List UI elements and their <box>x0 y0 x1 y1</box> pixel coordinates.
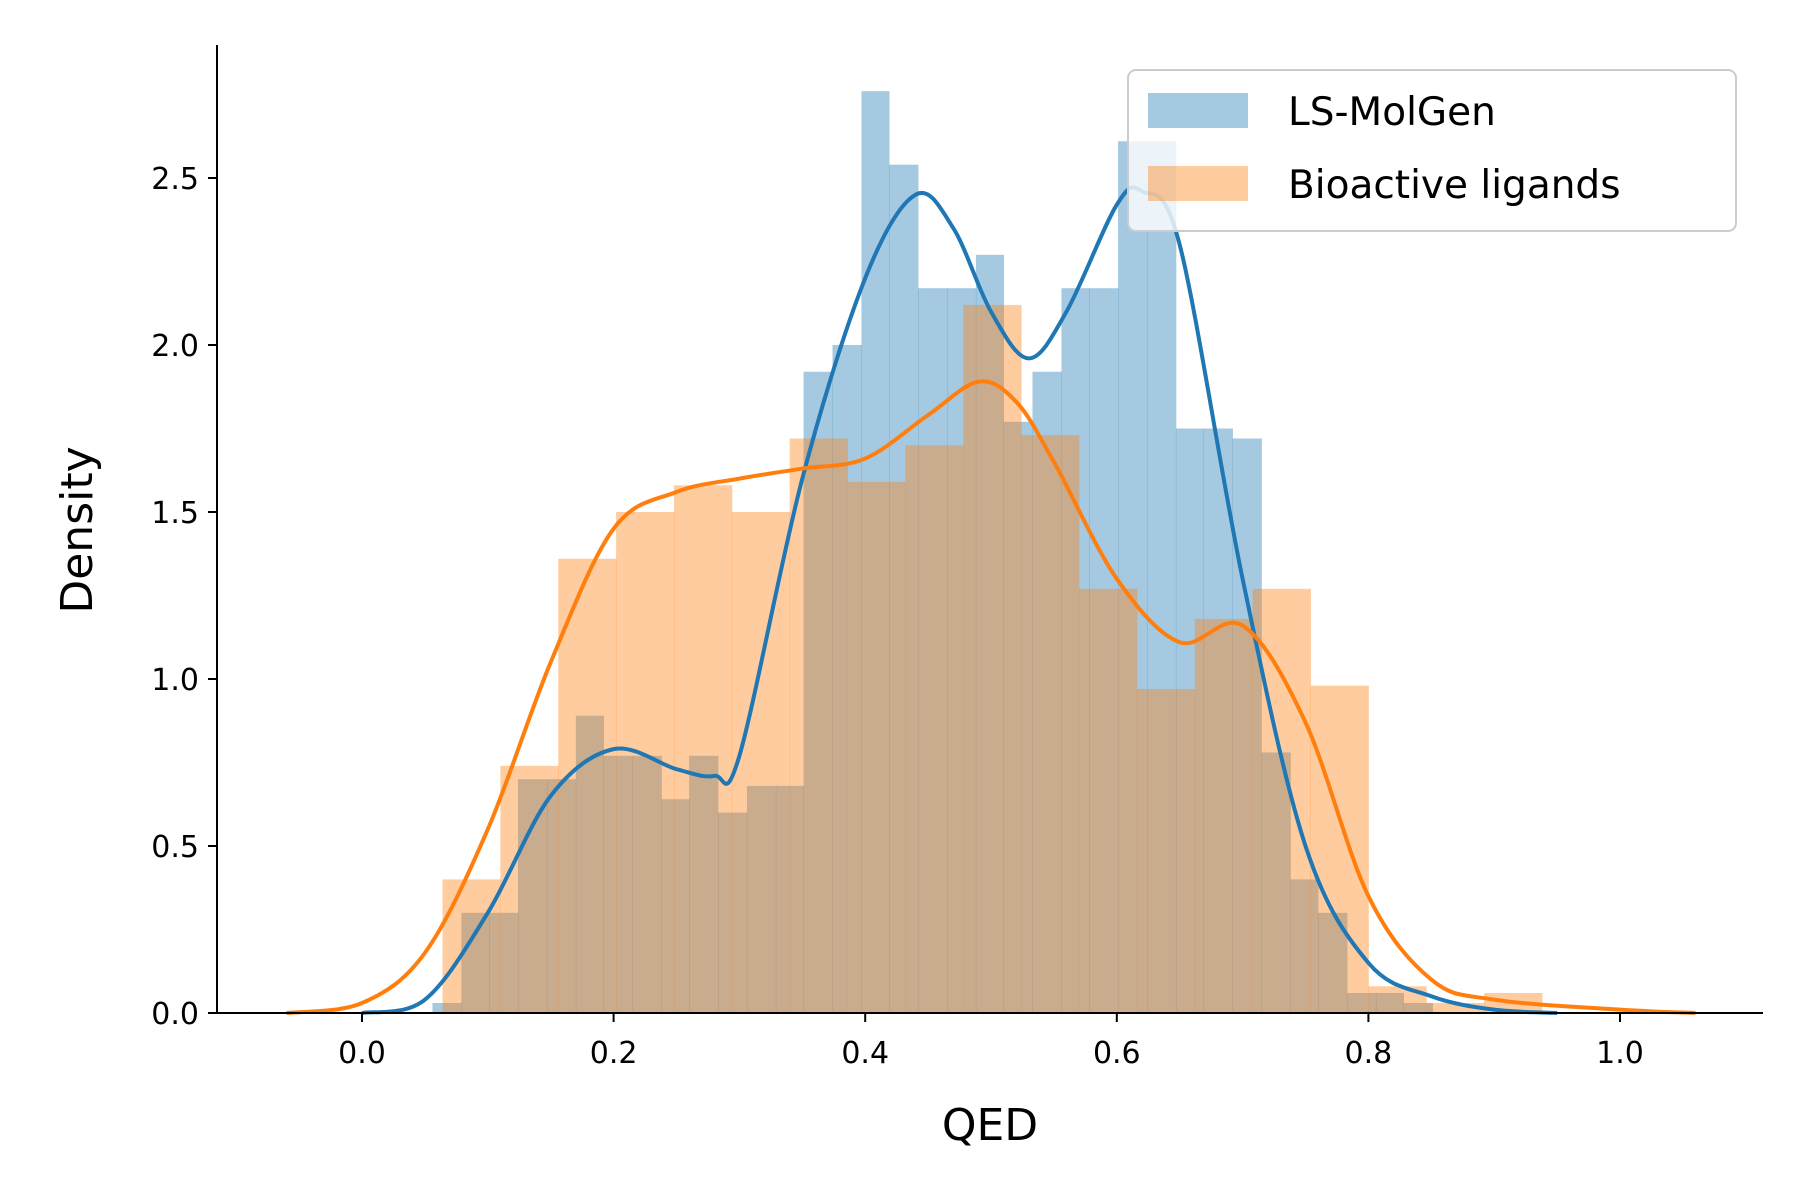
bar-ls-molgen-14 <box>832 345 862 1013</box>
bar-bioactive-ligands-15 <box>1310 685 1369 1013</box>
kde-curves <box>286 185 1696 1015</box>
bar-ls-molgen-0 <box>432 1002 462 1013</box>
y-tick-label: 1.5 <box>151 496 199 531</box>
bar-ls-molgen-10 <box>718 812 748 1013</box>
legend: LS-MolGen Bioactive ligands <box>1127 69 1737 232</box>
y-axis-label: Density <box>52 446 103 613</box>
bar-ls-molgen-7 <box>632 755 662 1013</box>
bar-bioactive-ligands-9 <box>963 304 1022 1013</box>
bar-ls-molgen-4 <box>546 779 577 1013</box>
bar-ls-molgen-21 <box>1032 371 1062 1014</box>
bar-ls-molgen-34 <box>1403 1002 1433 1013</box>
bar-ls-molgen-25 <box>1146 141 1177 1013</box>
bar-ls-molgen-18 <box>946 288 977 1014</box>
bar-ls-molgen-9 <box>689 755 719 1013</box>
x-axis-label: QED <box>942 1100 1038 1151</box>
y-tick-label: 0.5 <box>151 830 199 865</box>
bar-bioactive-ligands-6 <box>789 438 848 1013</box>
legend-box <box>1127 69 1737 232</box>
bar-ls-molgen-15 <box>861 91 890 1013</box>
bar-bioactive-ligands-3 <box>616 512 675 1013</box>
bar-ls-molgen-3 <box>517 779 548 1013</box>
bar-ls-molgen-28 <box>1232 438 1262 1013</box>
bar-ls-molgen-11 <box>746 785 777 1013</box>
x-tick-label: 0.6 <box>1093 1036 1141 1071</box>
kde-line-ls-molgen <box>361 185 1558 1015</box>
bar-bioactive-ligands-0 <box>442 879 501 1013</box>
bar-bioactive-ligands-2 <box>558 558 617 1013</box>
bar-ls-molgen-17 <box>918 288 948 1014</box>
bar-bioactive-ligands-12 <box>1136 689 1196 1013</box>
bar-bioactive-ligands-4 <box>673 485 733 1013</box>
bar-bioactive-ligands-1 <box>500 765 559 1013</box>
x-tick-label: 0.8 <box>1345 1036 1393 1071</box>
bar-ls-molgen-6 <box>603 755 633 1013</box>
bar-bioactive-ligands-8 <box>905 445 964 1013</box>
bar-bioactive-ligands-13 <box>1194 618 1254 1013</box>
bar-bioactive-ligands-7 <box>847 481 906 1013</box>
y-ticks: 0.0 0.5 1.0 1.5 2.0 2.5 <box>151 162 217 1032</box>
x-tick-label: 1.0 <box>1596 1036 1644 1071</box>
y-tick-label: 2.5 <box>151 162 199 197</box>
bar-ls-molgen-23 <box>1089 288 1119 1014</box>
x-tick-label: 0.4 <box>841 1036 889 1071</box>
y-tick-label: 1.0 <box>151 663 199 698</box>
bar-ls-molgen-8 <box>661 799 690 1013</box>
y-tick-label: 2.0 <box>151 329 199 364</box>
bar-ls-molgen-16 <box>889 164 919 1013</box>
legend-label-bioactive-ligands: Bioactive ligands <box>1288 163 1621 208</box>
bar-ls-molgen-33 <box>1375 992 1405 1013</box>
histogram-bars-bioactive-ligands <box>442 304 1543 1013</box>
x-ticks: 0.0 0.2 0.4 0.6 0.8 1.0 <box>338 1013 1644 1071</box>
bar-bioactive-ligands-17 <box>1426 1002 1485 1013</box>
legend-swatch-ls-molgen <box>1148 93 1248 128</box>
bar-ls-molgen-26 <box>1175 428 1205 1013</box>
bar-bioactive-ligands-5 <box>731 512 791 1013</box>
bar-ls-molgen-30 <box>1290 879 1319 1013</box>
bar-ls-molgen-29 <box>1261 752 1291 1013</box>
bar-ls-molgen-32 <box>1347 992 1377 1013</box>
kde-line-bioactive-ligands <box>286 379 1696 1015</box>
bar-ls-molgen-22 <box>1061 288 1090 1014</box>
bar-bioactive-ligands-11 <box>1079 588 1138 1013</box>
bar-ls-molgen-27 <box>1203 428 1233 1013</box>
bar-ls-molgen-12 <box>775 785 804 1013</box>
legend-label-ls-molgen: LS-MolGen <box>1288 90 1496 135</box>
bar-ls-molgen-13 <box>803 371 833 1014</box>
y-tick-label: 0.0 <box>151 997 199 1032</box>
bar-ls-molgen-24 <box>1118 141 1148 1013</box>
bar-ls-molgen-2 <box>489 912 519 1013</box>
x-tick-label: 0.2 <box>590 1036 638 1071</box>
bar-bioactive-ligands-10 <box>1021 435 1080 1013</box>
x-tick-label: 0.0 <box>338 1036 386 1071</box>
legend-swatch-bioactive-ligands <box>1148 166 1248 201</box>
bar-bioactive-ligands-14 <box>1252 588 1311 1013</box>
bar-ls-molgen-20 <box>1003 421 1033 1013</box>
